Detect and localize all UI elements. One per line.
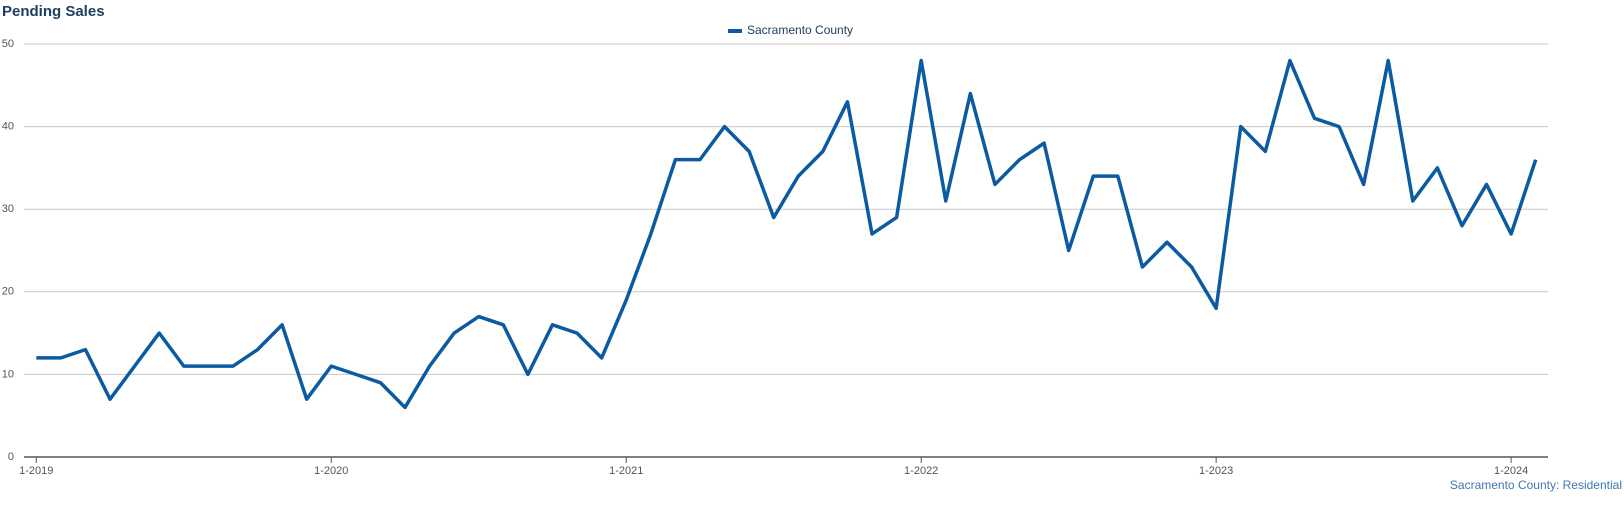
x-tick-label: 1-2021 (609, 465, 643, 477)
y-tick-label: 10 (2, 368, 14, 380)
data-line (36, 58, 1538, 410)
legend-label: Sacramento County (747, 23, 853, 37)
y-tick-label: 20 (2, 286, 14, 298)
x-tick-label: 1-2024 (1494, 465, 1528, 477)
y-tick-label: 0 (8, 451, 14, 463)
x-tick-label: 1-2019 (19, 465, 53, 477)
y-tick-label: 50 (2, 38, 14, 50)
y-tick-label: 30 (2, 203, 14, 215)
x-tick-label: 1-2023 (1199, 465, 1233, 477)
x-tick-label: 1-2020 (314, 465, 348, 477)
footer-note: Sacramento County: Residential (1450, 478, 1622, 492)
y-tick-label: 40 (2, 121, 14, 133)
x-tick-label: 1-2022 (904, 465, 938, 477)
chart-title: Pending Sales (2, 3, 105, 20)
